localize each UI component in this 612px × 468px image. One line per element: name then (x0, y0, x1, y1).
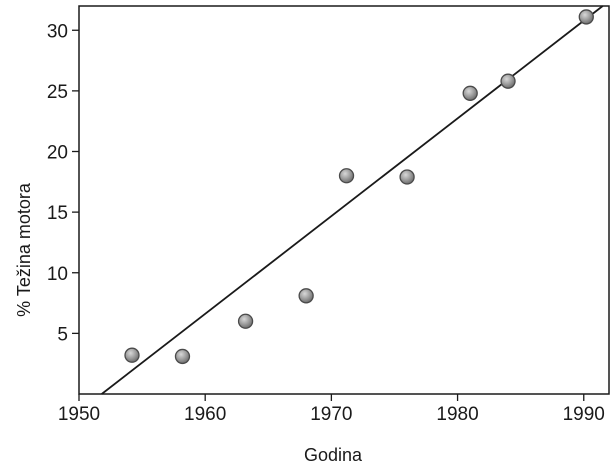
data-point (578, 9, 594, 25)
data-points (124, 9, 594, 365)
data-point (298, 288, 314, 304)
x-tick-label: 1980 (436, 404, 478, 425)
y-tick-label: 25 (47, 82, 68, 103)
data-point (338, 168, 355, 184)
y-tick-label: 30 (47, 21, 68, 42)
y-tick-label: 5 (57, 324, 68, 345)
x-tick-label: 1960 (184, 404, 226, 425)
data-point (399, 169, 415, 185)
y-tick-label: 20 (47, 143, 68, 164)
y-tick-label: 10 (47, 264, 68, 285)
data-point (500, 73, 516, 89)
data-point (174, 348, 191, 365)
axis-ticks: 1950 1960 1970 1980 1990 5 10 15 20 25 30 (47, 21, 605, 425)
plot-frame (78, 5, 610, 395)
x-tick-label: 1970 (310, 404, 352, 425)
data-point (237, 313, 254, 329)
y-tick-label: 15 (47, 203, 68, 224)
x-tick-label: 1950 (58, 404, 100, 425)
y-axis-title: % Težina motora (14, 182, 34, 317)
x-tick-label: 1990 (563, 404, 605, 425)
trend-line (101, 5, 604, 395)
data-point (124, 347, 140, 363)
trend-line-group (101, 5, 604, 395)
data-point (462, 85, 478, 101)
x-axis-title: Godina (304, 445, 363, 465)
